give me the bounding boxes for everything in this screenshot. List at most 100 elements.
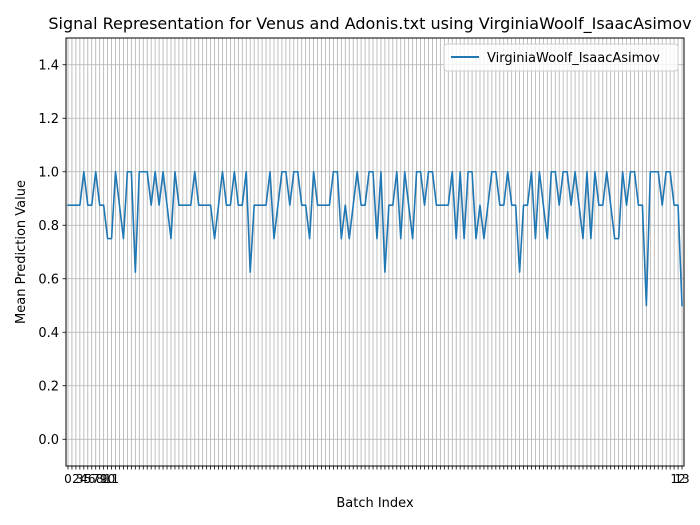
data-point — [135, 271, 137, 273]
data-point — [206, 204, 208, 206]
data-point — [602, 204, 604, 206]
data-point — [499, 204, 501, 206]
data-point — [337, 171, 339, 173]
data-point — [142, 171, 144, 173]
data-point — [642, 204, 644, 206]
data-point — [317, 204, 319, 206]
data-point — [618, 238, 620, 240]
data-point — [218, 204, 220, 206]
x-tick-label: 6 — [88, 472, 96, 486]
data-point — [400, 238, 402, 240]
data-point — [186, 204, 188, 206]
data-point — [309, 238, 311, 240]
data-point — [507, 171, 509, 173]
data-point — [424, 204, 426, 206]
y-tick-label: 1.2 — [38, 112, 59, 127]
data-point — [95, 171, 97, 173]
y-tick-label: 1.4 — [38, 58, 59, 73]
data-point — [285, 171, 287, 173]
data-point — [293, 171, 295, 173]
data-point — [444, 204, 446, 206]
data-point — [638, 204, 640, 206]
data-point — [471, 171, 473, 173]
data-point — [249, 271, 251, 273]
data-point — [257, 204, 259, 206]
x-tick-label: 8 — [96, 472, 104, 486]
data-point — [71, 204, 73, 206]
data-point — [174, 171, 176, 173]
data-point — [241, 204, 243, 206]
y-axis: 0.0 0.2 0.4 0.6 0.8 1.0 1.2 1.4 — [38, 58, 66, 448]
data-point — [253, 204, 255, 206]
data-point — [162, 171, 164, 173]
data-point — [554, 171, 556, 173]
data-point — [368, 171, 370, 173]
data-point — [653, 171, 655, 173]
data-point — [107, 238, 109, 240]
y-tick-label: 0.0 — [38, 433, 59, 448]
data-point — [396, 171, 398, 173]
data-point — [527, 204, 529, 206]
data-point — [146, 171, 148, 173]
x-tick-label: 4 — [80, 472, 88, 486]
data-point — [495, 171, 497, 173]
x-tick-label: 5 — [84, 472, 92, 486]
data-point — [570, 204, 572, 206]
data-point — [582, 238, 584, 240]
data-point — [356, 171, 358, 173]
data-point — [547, 238, 549, 240]
data-point — [677, 204, 679, 206]
data-point — [661, 204, 663, 206]
legend-label: VirginiaWoolf_IsaacAsimov — [487, 51, 660, 66]
data-point — [313, 171, 315, 173]
data-point — [475, 238, 477, 240]
data-point — [447, 204, 449, 206]
data-point — [483, 238, 485, 240]
data-point — [388, 204, 390, 206]
data-point — [416, 171, 418, 173]
data-point — [281, 171, 283, 173]
data-point — [79, 204, 81, 206]
data-point — [626, 204, 628, 206]
data-point — [119, 204, 121, 206]
data-point — [681, 305, 683, 307]
data-point — [657, 171, 659, 173]
data-point — [103, 204, 105, 206]
data-point — [539, 171, 541, 173]
data-point — [578, 204, 580, 206]
data-point — [333, 171, 335, 173]
data-point — [646, 305, 648, 307]
data-point — [566, 171, 568, 173]
data-point — [432, 171, 434, 173]
x-tick-label: 2 — [72, 472, 80, 486]
data-point — [166, 204, 168, 206]
data-point — [131, 171, 133, 173]
data-point — [487, 204, 489, 206]
y-axis-label: Mean Prediction Value — [14, 180, 29, 324]
y-tick-label: 0.8 — [38, 219, 59, 234]
data-point — [586, 171, 588, 173]
data-point — [594, 171, 596, 173]
data-point — [305, 204, 307, 206]
series-layer — [67, 170, 683, 307]
data-point — [273, 238, 275, 240]
data-point — [321, 204, 323, 206]
data-point — [503, 204, 505, 206]
data-point — [214, 238, 216, 240]
data-point — [558, 204, 560, 206]
data-point — [614, 238, 616, 240]
data-point — [234, 171, 236, 173]
data-point — [138, 171, 140, 173]
data-point — [463, 238, 465, 240]
y-tick-label: 1.0 — [38, 165, 59, 180]
data-point — [230, 204, 232, 206]
x-tick-label: 11 — [104, 472, 119, 486]
x-tick-label: 12 — [670, 472, 685, 486]
data-point — [598, 204, 600, 206]
data-point — [154, 171, 156, 173]
y-tick-label: 0.4 — [38, 326, 59, 341]
data-point — [348, 238, 350, 240]
data-point — [376, 238, 378, 240]
data-point — [182, 204, 184, 206]
